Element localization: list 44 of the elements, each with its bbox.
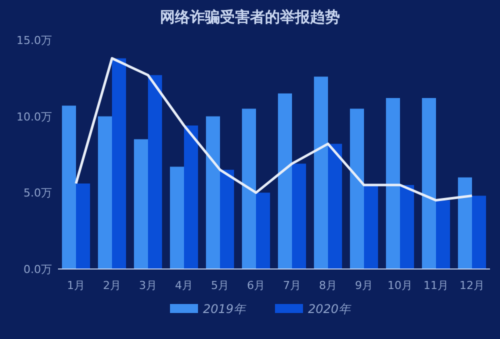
- bar: [76, 184, 90, 269]
- bar: [458, 177, 472, 269]
- bar: [472, 196, 486, 269]
- legend-label: 2019年: [203, 302, 247, 316]
- x-tick-label: 12月: [460, 279, 484, 292]
- bar: [436, 200, 450, 269]
- bar: [134, 139, 148, 269]
- chart-title: 网络诈骗受害者的举报趋势: [160, 8, 340, 26]
- x-tick-label: 5月: [211, 279, 229, 292]
- bar: [62, 106, 76, 269]
- bar: [328, 144, 342, 269]
- x-tick-label: 8月: [319, 279, 337, 292]
- x-tick-label: 3月: [139, 279, 157, 292]
- bar: [364, 185, 378, 269]
- x-tick-label: 6月: [247, 279, 265, 292]
- bar: [422, 98, 436, 269]
- x-tick-label: 7月: [283, 279, 301, 292]
- bar: [206, 116, 220, 269]
- bar: [112, 58, 126, 269]
- y-tick-label: 0.0万: [24, 263, 52, 276]
- x-tick-label: 9月: [355, 279, 373, 292]
- legend-label: 2020年: [308, 302, 352, 316]
- x-tick-label: 1月: [67, 279, 85, 292]
- bar: [148, 75, 162, 269]
- bar: [170, 166, 184, 269]
- x-tick-label: 4月: [175, 279, 193, 292]
- y-tick-label: 5.0万: [24, 186, 52, 200]
- bar: [278, 93, 292, 269]
- bar: [292, 164, 306, 269]
- bar: [314, 76, 328, 269]
- y-tick-label: 15.0万: [16, 34, 52, 47]
- bar: [400, 185, 414, 269]
- bar: [184, 125, 198, 269]
- x-tick-label: 2月: [103, 279, 121, 292]
- y-tick-label: 10.0万: [16, 110, 52, 124]
- x-tick-label: 11月: [424, 279, 448, 292]
- bar: [350, 108, 364, 269]
- bar: [220, 170, 234, 269]
- bar: [98, 116, 112, 269]
- x-tick-label: 10月: [388, 279, 412, 292]
- bar: [386, 98, 400, 269]
- bar: [256, 192, 270, 269]
- bar: [242, 108, 256, 269]
- line-series: [74, 57, 474, 202]
